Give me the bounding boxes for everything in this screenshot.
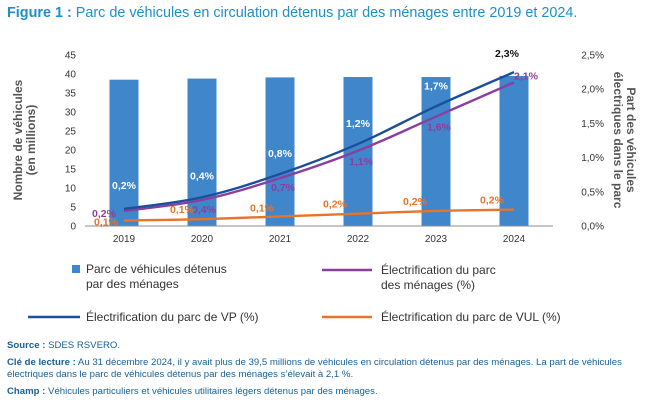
figure-number: Figure 1 :: [7, 5, 72, 21]
champ-note: Champ : Véhicules particuliers et véhicu…: [7, 386, 647, 399]
champ-label: Champ :: [7, 385, 46, 397]
y-right-tick-label: 2,0%: [581, 85, 604, 96]
x-tick-label: 2024: [503, 234, 526, 245]
y-left-tick-label: 35: [65, 89, 77, 100]
x-tick-label: 2022: [347, 234, 370, 245]
y-left-tick-label: 40: [65, 70, 77, 81]
series-line: [123, 71, 515, 211]
data-label: 0,2%: [403, 196, 428, 208]
chart: 0 5 10 15 20 25 30 35 40 45 0,0% 0,5% 1,0% 1,5% 2,0% 2,…: [11, 48, 638, 324]
legend-bar-swatch: [72, 265, 80, 273]
y-left-tick-label: 25: [65, 127, 77, 138]
y-right-axis-title: Part des véhiculesélectriques dans le pa…: [611, 72, 638, 209]
y-right-tick-label: 0,0%: [581, 222, 604, 233]
data-label: 0,4%: [192, 204, 217, 216]
data-label: 1,6%: [427, 122, 452, 134]
y-left-tick-label: 45: [65, 51, 77, 62]
data-label: 0,7%: [271, 182, 296, 194]
data-label: 0,4%: [190, 170, 215, 182]
legend-label: Parc de véhicules détenus: [86, 262, 227, 276]
y-left-axis-title-line: Nombre de véhicules: [11, 79, 25, 200]
x-tick-label: 2020: [191, 234, 214, 245]
x-tick-label: 2019: [113, 234, 136, 245]
data-label: 1,1%: [349, 156, 374, 168]
data-label: 2,3%: [495, 48, 520, 60]
lecture-note: Clé de lecture : Au 31 décembre 2024, il…: [7, 357, 647, 382]
data-label: 1,7%: [424, 80, 449, 92]
x-tick-label: 2021: [269, 234, 292, 245]
y-left-axis-title: Nombre de véhicules(en millions): [11, 79, 38, 200]
series-line: [123, 81, 515, 213]
y-left-tick-label: 30: [65, 108, 77, 119]
legend-label: Électrification du parc de VP (%): [86, 309, 259, 324]
figure-title-text: Parc de véhicules en circulation détenus…: [75, 5, 578, 21]
y-left-tick-label: 0: [70, 222, 76, 233]
y-left-tick-label: 5: [70, 203, 76, 214]
lecture-text: Au 31 décembre 2024, il y avait plus de …: [7, 356, 622, 381]
source-text: SDES RSVERO.: [48, 340, 121, 351]
y-left-axis-title-line: (en millions): [24, 105, 38, 176]
legend-label: des ménages (%): [381, 278, 475, 292]
legend-label: par des ménages: [86, 277, 179, 291]
y-left-tick-label: 10: [65, 184, 77, 195]
bar: [499, 75, 529, 227]
data-label: 0,1%: [94, 217, 119, 229]
y-right-tick-label: 2,5%: [581, 51, 604, 62]
bar: [109, 79, 139, 226]
y-right-tick-label: 1,5%: [581, 119, 604, 130]
y-right-tick-label: 1,0%: [581, 153, 604, 164]
lecture-label: Clé de lecture :: [7, 356, 76, 368]
y-left-tick-label: 15: [65, 165, 77, 176]
notes: Source : SDES RSVERO. Clé de lecture : A…: [7, 340, 647, 402]
y-left-tick-label: 20: [65, 146, 77, 157]
series-line: [123, 208, 515, 222]
x-tick-label: 2023: [425, 234, 448, 245]
data-label: 0,2%: [112, 180, 137, 192]
legend-label: Électrification du parc de VUL (%): [381, 309, 561, 324]
y-right-axis-title-line: Part des véhicules: [624, 87, 638, 193]
source-label: Source :: [7, 340, 46, 351]
y-right-axis-title-line: électriques dans le parc: [611, 72, 625, 209]
data-label: 0,8%: [268, 148, 293, 160]
data-label: 0,1%: [250, 202, 275, 214]
legend-label: Électrification du parc: [381, 262, 496, 277]
source-note: Source : SDES RSVERO.: [7, 340, 647, 353]
champ-text: Véhicules particuliers et véhicules util…: [48, 385, 378, 397]
figure-title: Figure 1 : Parc de véhicules en circulat…: [7, 5, 652, 21]
data-label: 1,2%: [346, 118, 371, 130]
data-label: 0,2%: [323, 199, 348, 211]
y-right-tick-label: 0,5%: [581, 187, 604, 198]
bar: [265, 77, 295, 226]
data-label: 0,1%: [170, 204, 195, 216]
data-label: 2,1%: [514, 70, 539, 82]
data-label: 0,2%: [92, 208, 117, 220]
data-label: 0,2%: [480, 195, 505, 207]
